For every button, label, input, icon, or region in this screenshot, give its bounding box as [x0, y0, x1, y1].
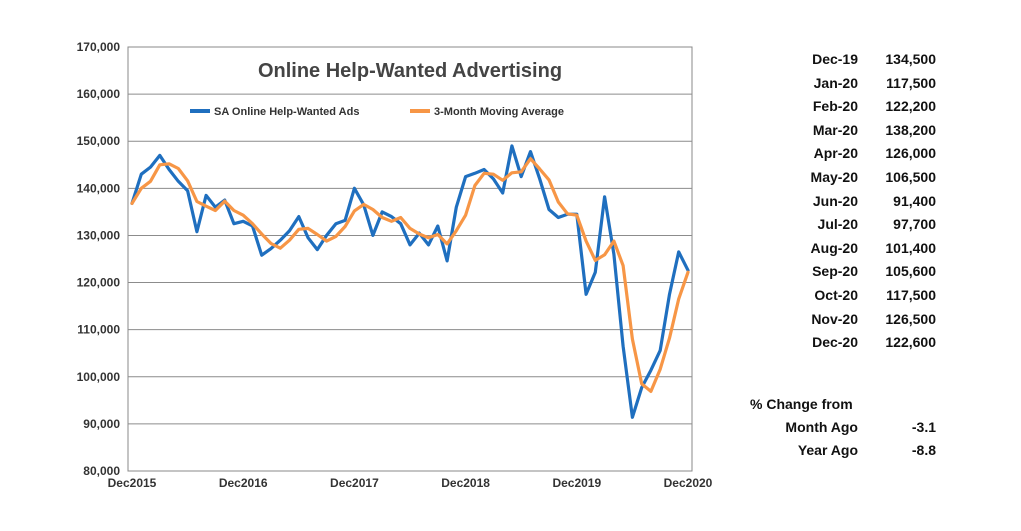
table-row: Year Ago -8.8 [730, 439, 945, 462]
table-row: May-20 106,500 [730, 166, 945, 190]
table-month: Feb-20 [812, 98, 858, 115]
table-row: Feb-20 122,200 [730, 95, 945, 119]
table-value: 126,000 [885, 145, 936, 162]
x-tick-label: Dec2015 [108, 476, 157, 490]
table-row: Jan-20 117,500 [730, 72, 945, 96]
y-tick-label: 170,000 [77, 40, 121, 54]
table-month: Dec-19 [812, 51, 858, 67]
series-lines [130, 144, 690, 419]
legend-label-average: 3-Month Moving Average [434, 106, 564, 118]
percent-change-header: % Change from [750, 396, 853, 412]
y-tick-label: 130,000 [77, 228, 121, 242]
x-axis-ticks: Dec2015 Dec2016 Dec2017 Dec2018 Dec2019 Dec20… [108, 476, 713, 490]
x-tick-label: Dec2020 [664, 476, 713, 490]
y-tick-label: 90,000 [83, 417, 120, 431]
change-value: -8.8 [911, 442, 936, 458]
x-tick-label: Dec2018 [441, 476, 490, 490]
y-tick-label: 150,000 [77, 134, 121, 148]
legend: SA Online Help-Wanted Ads 3-Month Moving… [190, 106, 564, 118]
table-month: May-20 [810, 168, 858, 185]
y-tick-label: 160,000 [77, 87, 121, 101]
legend-label-ads: SA Online Help-Wanted Ads [214, 106, 359, 118]
y-tick-label: 110,000 [77, 323, 120, 337]
table-row: Jun-20 91,400 [730, 190, 945, 214]
table-month: Jan-20 [813, 74, 858, 91]
table-value: 122,200 [885, 98, 936, 115]
table-month: Dec-20 [812, 334, 858, 351]
y-tick-label: 120,000 [77, 276, 121, 290]
change-label: Month Ago [785, 419, 858, 435]
table-month: Jun-20 [812, 192, 858, 209]
table-row: Nov-20 126,500 [730, 308, 945, 332]
table-value: 101,400 [885, 239, 936, 256]
table-row: Sep-20 105,600 [730, 260, 945, 284]
table-row: Mar-20 138,200 [730, 119, 945, 143]
table-month: Oct-20 [814, 286, 858, 303]
series-line-average [130, 157, 690, 393]
table-value: 134,500 [885, 51, 936, 67]
table-value: 91,400 [893, 192, 936, 209]
gridlines [128, 93, 692, 425]
table-month: Mar-20 [812, 121, 858, 138]
table-month: Sep-20 [812, 263, 858, 280]
y-tick-label: 80,000 [83, 464, 120, 478]
table-row: Oct-20 117,500 [730, 284, 945, 308]
table-value: 117,500 [886, 286, 936, 303]
monthly-values-table: Dec-19 134,500 Jan-20 117,500 Feb-20 122,20… [730, 48, 945, 355]
table-value: 97,700 [893, 216, 936, 233]
change-value: -3.1 [911, 419, 936, 435]
table-month: Apr-20 [813, 145, 858, 162]
change-label: Year Ago [797, 442, 858, 458]
y-tick-label: 140,000 [77, 181, 121, 195]
table-month: Nov-20 [811, 310, 858, 327]
x-tick-label: Dec2016 [219, 476, 268, 490]
table-row: Month Ago -3.1 [730, 416, 945, 439]
table-row: Jul-20 97,700 [730, 213, 945, 237]
percent-change-table: % Change from Month Ago -3.1 Year Ago -8.8 [730, 393, 945, 462]
table-row: Dec-19 134,500 [730, 48, 945, 72]
table-row: Aug-20 101,400 [730, 237, 945, 261]
table-month: Jul-20 [817, 216, 858, 233]
table-value: 105,600 [885, 263, 936, 280]
table-row: Dec-20 122,600 [730, 331, 945, 355]
y-axis-ticks: 170,000 160,000 150,000 140,000 130,000 120,0… [77, 40, 121, 478]
table-value: 106,500 [885, 168, 936, 185]
table-month: Aug-20 [810, 239, 858, 256]
table-value: 122,600 [885, 334, 936, 351]
table-value: 138,200 [885, 121, 936, 138]
y-tick-label: 100,000 [77, 370, 121, 384]
table-value: 126,500 [885, 310, 936, 327]
line-chart: 170,000 160,000 150,000 140,000 130,000 120,0… [77, 40, 713, 490]
chart-title: Online Help-Wanted Advertising [258, 60, 562, 82]
x-tick-label: Dec2017 [330, 476, 379, 490]
table-row: Apr-20 126,000 [730, 142, 945, 166]
table-value: 117,500 [886, 74, 936, 91]
x-tick-label: Dec2019 [552, 476, 601, 490]
